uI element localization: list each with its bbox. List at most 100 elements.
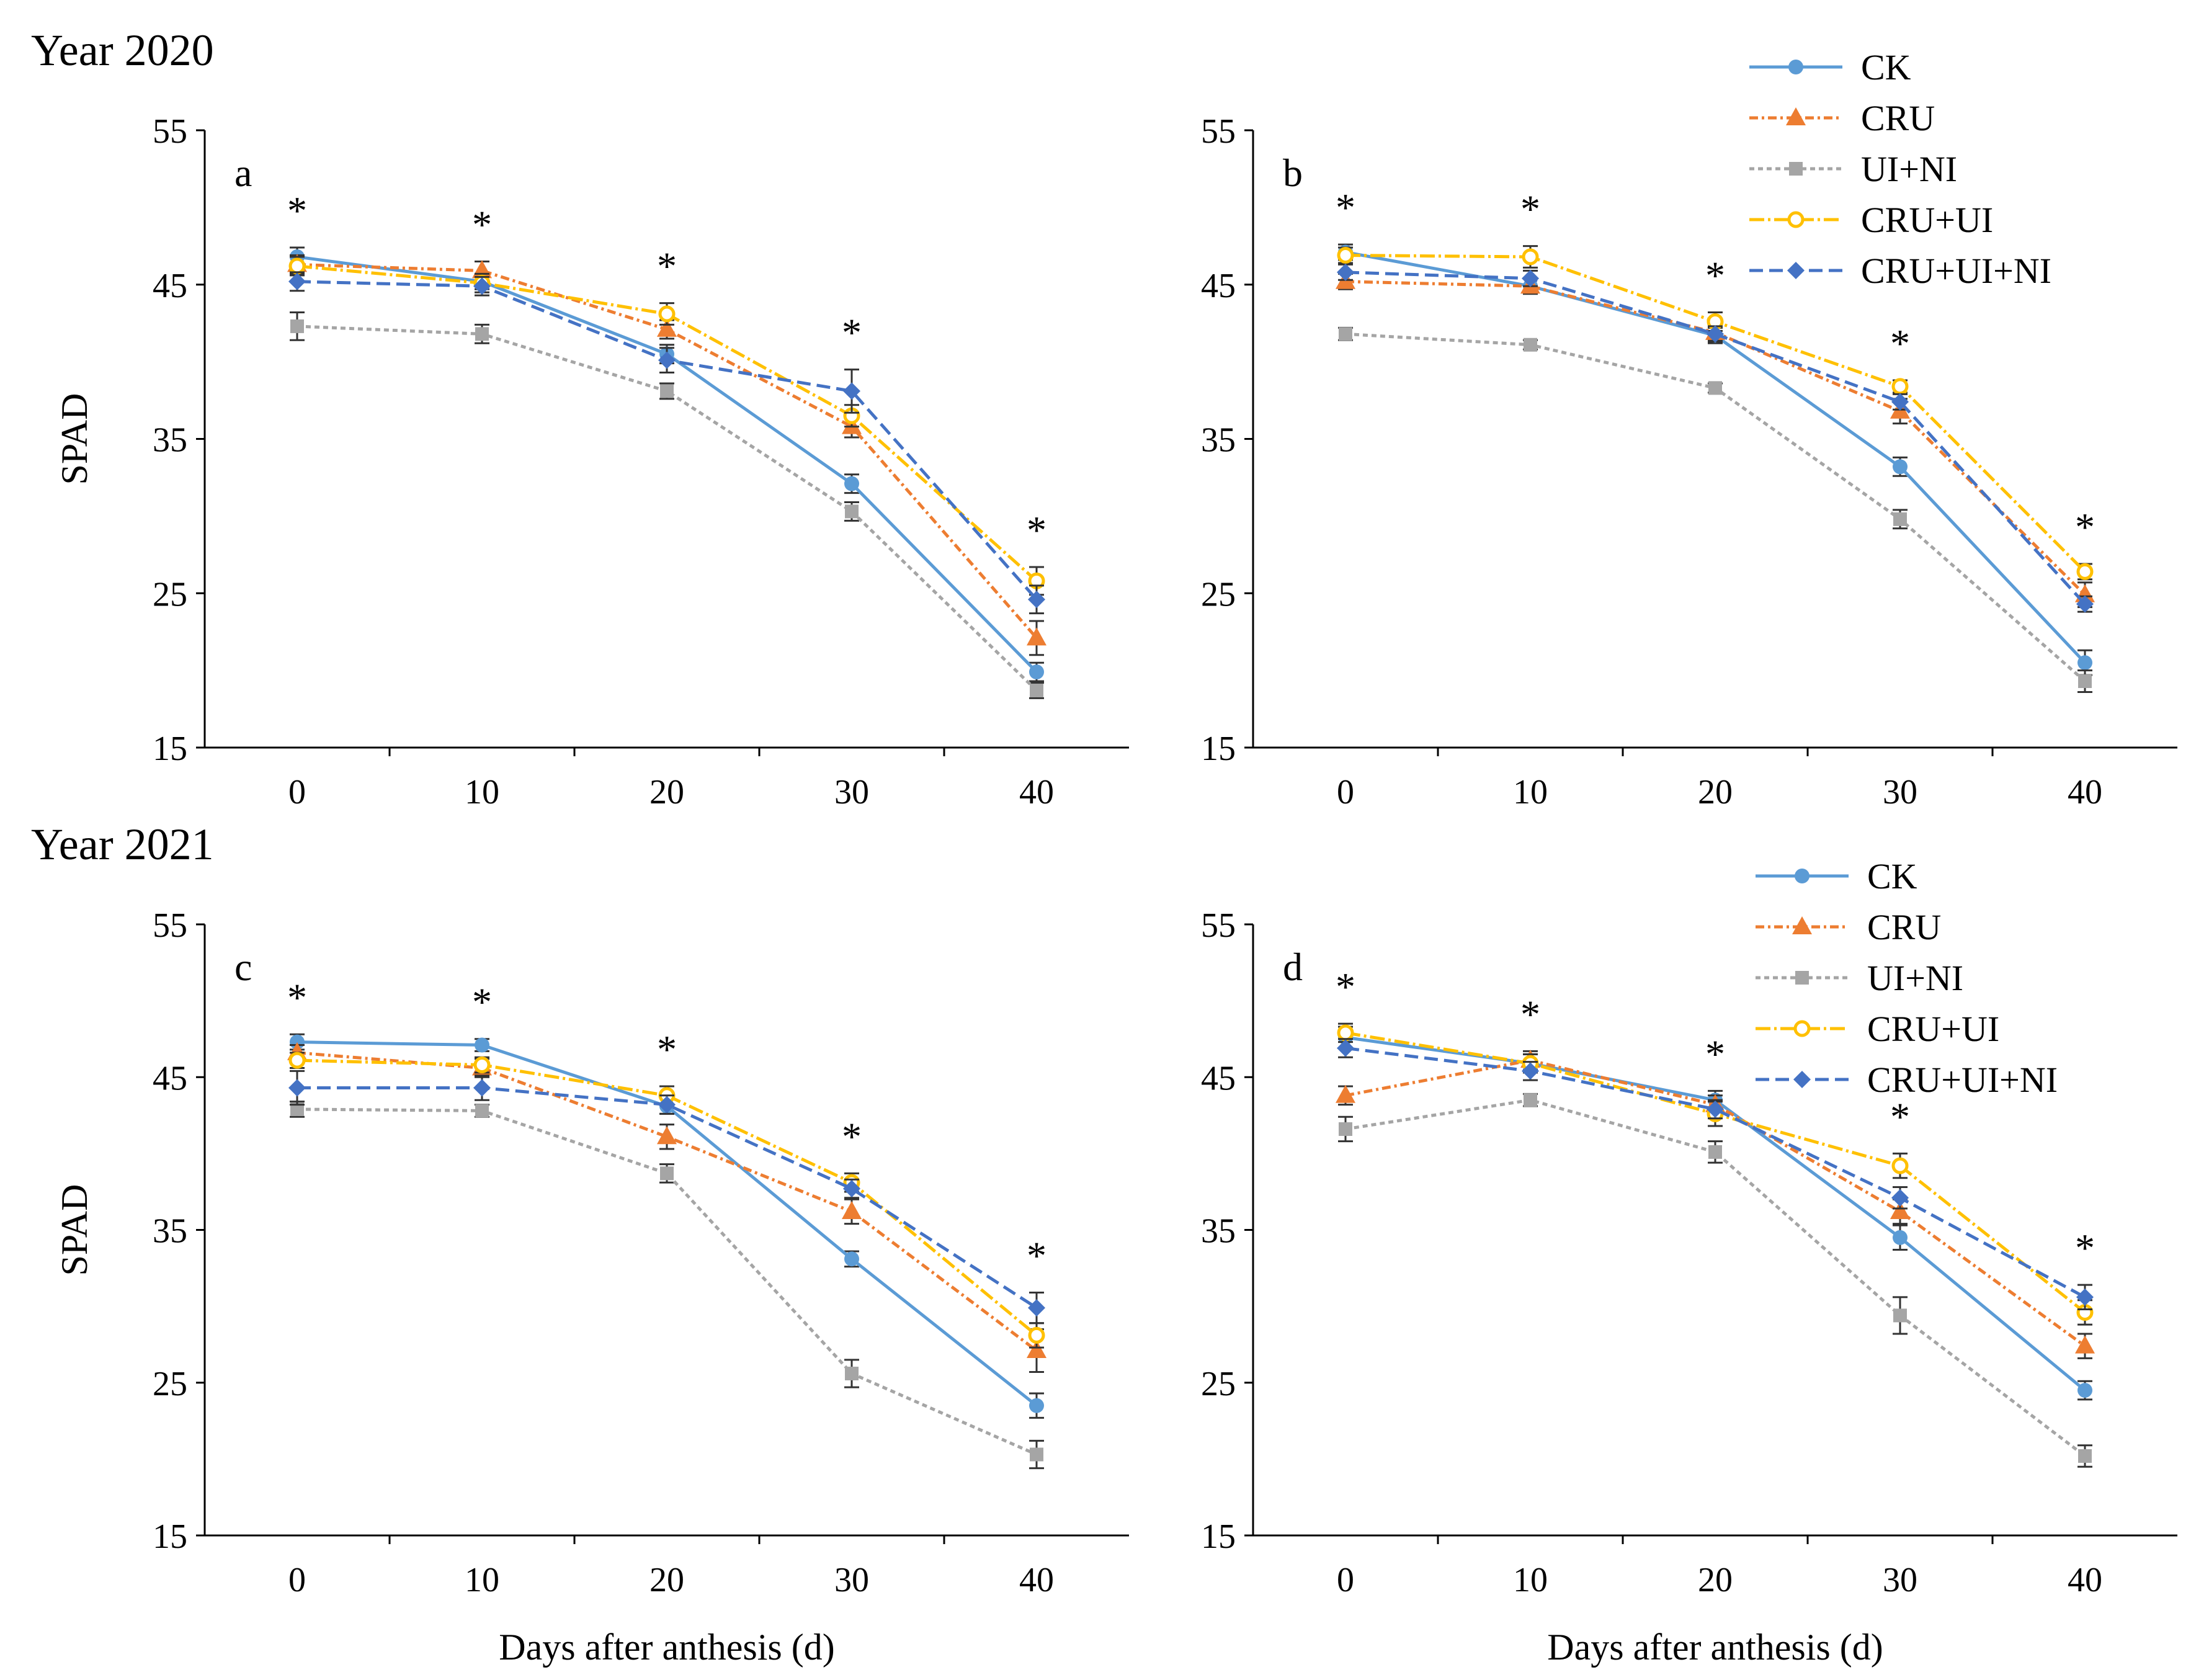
- data-point: [1707, 1100, 1724, 1118]
- data-point: [290, 319, 304, 333]
- series-cru-ui: [288, 256, 1045, 596]
- data-point: [658, 351, 676, 369]
- data-point: [1524, 337, 1537, 352]
- legend-marker: [1787, 262, 1805, 279]
- series-line: [297, 1051, 1038, 1352]
- panel-label: d: [1283, 945, 1303, 989]
- series-cru-ui-ni: [1337, 263, 2094, 613]
- x-tick-label: 10: [465, 1561, 499, 1599]
- legend-marker: [1788, 60, 1803, 74]
- series-line: [297, 324, 1038, 692]
- x-tick-label: 20: [1698, 773, 1733, 811]
- series-cru-ui-ni: [1337, 1038, 2094, 1311]
- significance-marker: *: [842, 311, 862, 355]
- data-point: [288, 1079, 306, 1097]
- significance-marker: *: [2075, 1226, 2095, 1270]
- data-point: [1524, 1093, 1537, 1107]
- legend-marker: [1795, 971, 1809, 985]
- chart-panel-d: 15 25 35 45 55 0 10 20 30 40 Days after anthesis (…: [1201, 856, 2177, 1668]
- significance-marker: *: [1890, 1094, 1910, 1138]
- series-ui-ni: [1338, 1092, 2092, 1468]
- panel-label: b: [1283, 151, 1303, 195]
- series-line: [1345, 1098, 2086, 1457]
- x-tick-label: 0: [1337, 773, 1354, 811]
- y-tick-label: 45: [153, 1059, 187, 1097]
- x-tick-label: 30: [1883, 1561, 1917, 1599]
- data-point: [1893, 512, 1907, 526]
- significance-marker: *: [1027, 508, 1046, 552]
- y-tick-label: 15: [1201, 1517, 1236, 1556]
- y-tick-label: 35: [153, 421, 187, 460]
- x-tick-label: 40: [2068, 773, 2102, 811]
- legend-marker: [1795, 869, 1810, 883]
- y-tick-label: 45: [1201, 1059, 1236, 1097]
- panel-label: a: [234, 151, 252, 195]
- data-point: [1522, 248, 1539, 266]
- series-line: [1345, 1046, 2086, 1299]
- data-point: [1708, 1145, 1722, 1159]
- data-point: [1337, 1024, 1354, 1042]
- y-tick-label: 25: [153, 1365, 187, 1403]
- data-point: [657, 1126, 677, 1145]
- x-tick-label: 0: [288, 1561, 306, 1599]
- legend-marker: [1793, 1071, 1811, 1088]
- data-point: [288, 257, 306, 275]
- data-point: [2078, 1449, 2092, 1463]
- legend-label: CRU: [1861, 98, 1935, 138]
- data-point: [1339, 327, 1352, 341]
- data-point: [1707, 325, 1724, 343]
- data-point: [1891, 393, 1909, 411]
- data-point: [844, 1251, 859, 1267]
- data-point: [1028, 1299, 1045, 1317]
- y-axis-title: SPAD: [54, 393, 95, 485]
- series-cru-ui-ni: [288, 1070, 1045, 1325]
- data-point: [1890, 1200, 1910, 1219]
- x-tick-label: 30: [834, 773, 869, 811]
- y-tick-label: 35: [1201, 421, 1236, 460]
- data-point: [660, 384, 674, 398]
- y-tick-label: 15: [153, 730, 187, 768]
- data-point: [475, 1104, 489, 1118]
- legend: CK CRU UI+NI CRU+UI CRU+UI+NI: [1756, 856, 2058, 1100]
- significance-marker: *: [1336, 185, 1355, 230]
- data-point: [2077, 655, 2092, 671]
- x-tick-label: 0: [288, 773, 306, 811]
- y-tick-label: 25: [1201, 1365, 1236, 1403]
- panel-label: c: [234, 945, 252, 989]
- data-point: [473, 1057, 491, 1074]
- y-tick-label: 25: [153, 575, 187, 614]
- series-ui-ni: [290, 1101, 1044, 1470]
- data-point: [473, 1079, 491, 1097]
- x-tick-label: 30: [834, 1561, 869, 1599]
- y-tick-label: 25: [1201, 575, 1236, 614]
- significance-marker: *: [657, 244, 677, 288]
- data-point: [2076, 563, 2094, 580]
- y-tick-label: 45: [1201, 267, 1236, 305]
- data-point: [1891, 1189, 1909, 1207]
- data-point: [1029, 664, 1044, 680]
- data-point: [1893, 459, 1908, 475]
- data-point: [2078, 674, 2092, 689]
- data-point: [288, 1052, 306, 1069]
- significance-marker: *: [657, 1027, 677, 1071]
- data-point: [1027, 627, 1046, 646]
- legend-label: CRU+UI: [1861, 200, 1993, 240]
- series-cru-ui-ni: [288, 271, 1045, 615]
- year-2021-title: Year 2021: [31, 820, 214, 869]
- significance-marker: *: [1520, 187, 1540, 231]
- x-tick-label: 10: [1513, 773, 1548, 811]
- data-point: [660, 1166, 674, 1181]
- legend-marker: [1786, 107, 1806, 125]
- series-ck: [1338, 243, 2092, 676]
- x-axis-title: Days after anthesis (d): [499, 1627, 834, 1668]
- data-point: [1339, 1122, 1352, 1136]
- y-tick-label: 45: [153, 267, 187, 305]
- data-point: [657, 318, 677, 337]
- data-point: [1522, 269, 1539, 287]
- data-point: [1893, 1230, 1908, 1245]
- x-tick-label: 10: [1513, 1561, 1548, 1599]
- year-2020-title: Year 2020: [31, 25, 214, 75]
- x-tick-label: 10: [465, 773, 499, 811]
- data-point: [1337, 246, 1354, 264]
- y-tick-label: 55: [153, 112, 187, 151]
